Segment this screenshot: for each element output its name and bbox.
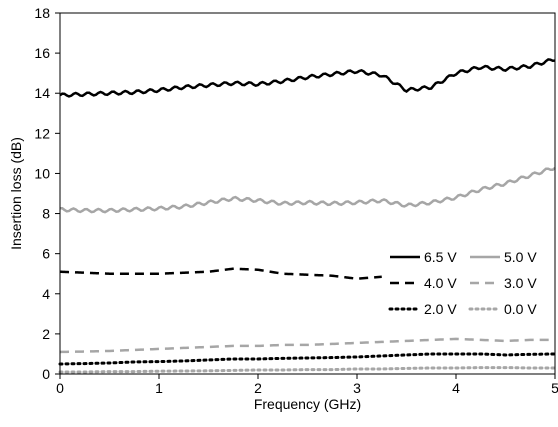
y-tick-label: 4 xyxy=(42,286,50,302)
series-layer xyxy=(58,58,557,374)
x-tick-label: 5 xyxy=(551,380,558,396)
series-line xyxy=(58,366,557,374)
x-tick-label: 2 xyxy=(254,380,262,396)
x-tick-label: 0 xyxy=(56,380,64,396)
series-line xyxy=(58,352,557,366)
y-tick-label: 18 xyxy=(34,5,50,21)
y-tick-label: 2 xyxy=(42,326,50,342)
legend-label: 6.5 V xyxy=(424,249,457,265)
axes xyxy=(55,12,556,379)
legend-label: 2.0 V xyxy=(424,301,457,317)
y-tick-label: 14 xyxy=(34,85,50,101)
y-tick-label: 0 xyxy=(42,366,50,382)
y-tick-label: 16 xyxy=(34,45,50,61)
legend: 6.5 V 5.0 V 4.0 V 3.0 V 2.0 V 0.0 V xyxy=(388,249,537,317)
legend-label: 3.0 V xyxy=(504,275,537,291)
series-line xyxy=(59,166,556,214)
y-tick-label: 12 xyxy=(34,125,50,141)
legend-label: 5.0 V xyxy=(504,249,537,265)
plot-frame xyxy=(59,12,556,375)
y-axis-title: Insertion loss (dB) xyxy=(8,137,24,250)
x-tick-label: 3 xyxy=(353,380,361,396)
y-tick-label: 6 xyxy=(42,246,50,262)
x-tick-label: 4 xyxy=(452,380,460,396)
legend-label: 4.0 V xyxy=(424,275,457,291)
legend-label: 0.0 V xyxy=(504,301,537,317)
x-tick-label: 1 xyxy=(155,380,163,396)
y-tick-label: 10 xyxy=(34,165,50,181)
series-line xyxy=(59,267,382,280)
series-line xyxy=(59,337,555,354)
y-tick-label: 8 xyxy=(42,206,50,222)
x-axis-title: Frequency (GHz) xyxy=(254,396,361,412)
series-line xyxy=(59,58,556,98)
